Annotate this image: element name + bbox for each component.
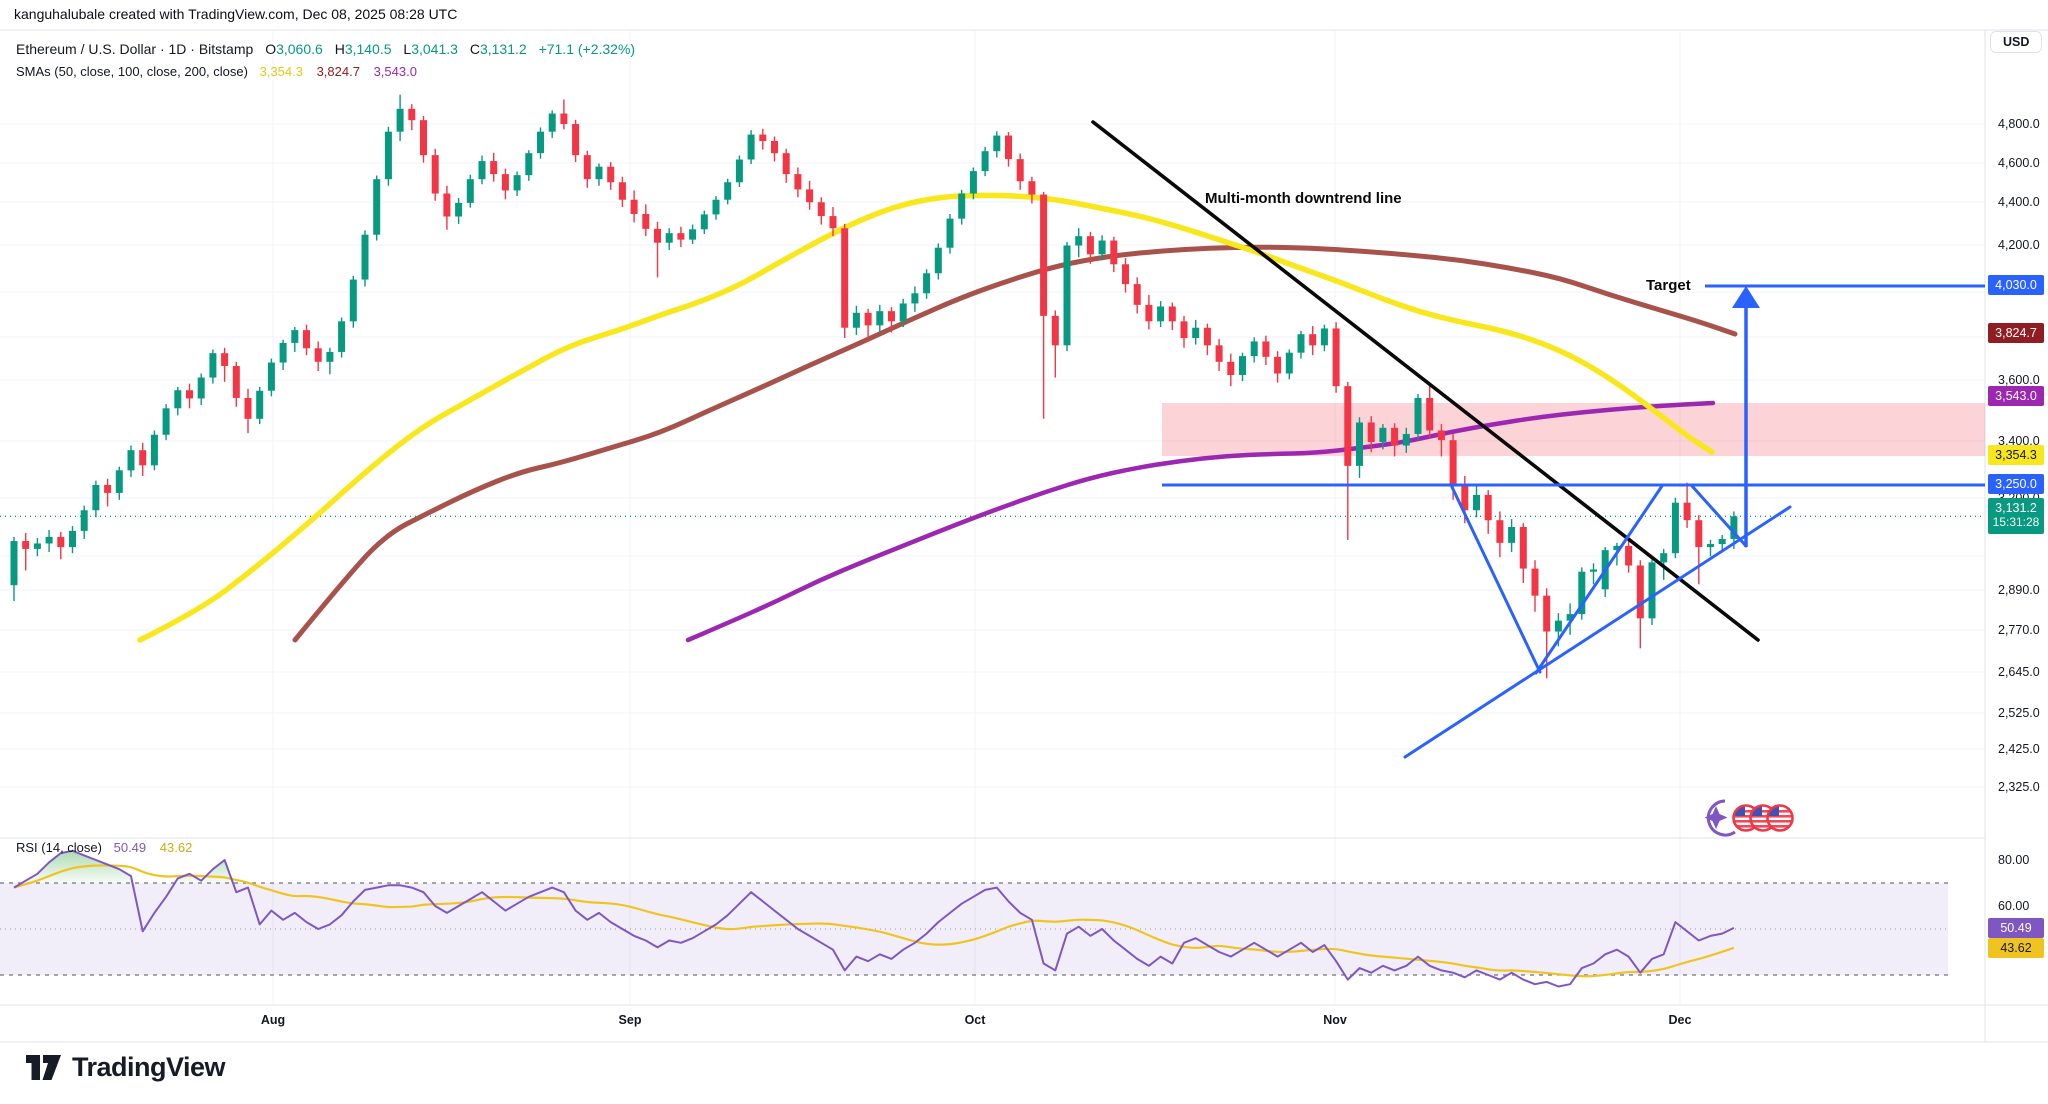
symbol-legend[interactable]: Ethereum / U.S. Dollar · 1D · Bitstamp O…: [16, 41, 635, 57]
axis-tick-label: 2,425.0: [1998, 742, 2040, 756]
sma-legend[interactable]: SMAs (50, close, 100, close, 200, close)…: [16, 64, 417, 79]
axis-tick-label: 2,770.0: [1998, 623, 2040, 637]
badge-price: 3,824.7: [1995, 326, 2037, 340]
badge-price: 3,250.0: [1995, 477, 2037, 491]
axis-tick-label: 4,400.0: [1998, 195, 2040, 209]
crescent-icon: [1706, 799, 1736, 837]
price-label-badge: 3,824.7: [1988, 323, 2044, 343]
downtrend-trendline[interactable]: [1091, 120, 1760, 642]
axis-tick-label: 3,600.0: [1998, 373, 2040, 387]
badge-price: 3,543.0: [1995, 389, 2037, 403]
sma-legend-label[interactable]: SMAs (50, close, 100, close, 200, close): [16, 64, 248, 79]
flag-stickers[interactable]: [1704, 799, 1794, 837]
price-label-badge: 43.62: [1988, 938, 2044, 958]
sma50-line[interactable]: [137, 192, 1715, 643]
sma200-line[interactable]: [685, 400, 1716, 643]
price-label-badge: 50.49: [1988, 918, 2044, 938]
badge-price: 3,354.3: [1995, 448, 2037, 462]
sma100-value: 3,824.7: [316, 64, 360, 79]
symbol-title[interactable]: Ethereum / U.S. Dollar · 1D · Bitstamp: [16, 41, 254, 57]
axis-tick-label: 2,645.0: [1998, 665, 2040, 679]
axis-tick-label: 60.00: [1998, 899, 2030, 913]
ohlc-open-key: O: [265, 41, 277, 57]
badge-price: 3,131.2: [1995, 501, 2037, 515]
month-label-dec: Dec: [1668, 1013, 1692, 1027]
ohlc-close-value: 3,131.2: [479, 41, 527, 57]
month-label-oct: Oct: [964, 1013, 986, 1027]
badge-countdown: 15:31:28: [1992, 515, 2040, 529]
axis-tick-label: 3,400.0: [1998, 434, 2040, 448]
currency-toggle-button[interactable]: USD: [1990, 31, 2043, 53]
price-label-badge: 3,354.3: [1988, 445, 2044, 465]
badge-price: 43.62: [2000, 941, 2032, 955]
axis-tick-label: 2,325.0: [1998, 780, 2040, 794]
rsi-value: 50.49: [113, 840, 147, 855]
target-label[interactable]: Target: [1646, 277, 1691, 294]
wedge_down-line[interactable]: [1450, 485, 1542, 674]
sma100-line[interactable]: [292, 244, 1738, 643]
rsi-ma-line[interactable]: [13, 864, 1735, 978]
axis-tick-label: 4,200.0: [1998, 238, 2040, 252]
month-label-sep: Sep: [618, 1013, 642, 1027]
rsi-pane[interactable]: [0, 849, 1948, 988]
price-label-badge: 4,030.0: [1988, 275, 2044, 295]
rsi-line[interactable]: [13, 849, 1735, 988]
sma50-value: 3,354.3: [259, 64, 303, 79]
axis-tick-label: 2,525.0: [1998, 706, 2040, 720]
target-arrowhead: [1732, 286, 1760, 308]
channel_up-line[interactable]: [1403, 505, 1792, 759]
rsi-legend[interactable]: RSI (14, close) 50.49 43.62: [16, 840, 192, 855]
candlesticks[interactable]: [10, 94, 1738, 679]
month-label-aug: Aug: [260, 1013, 286, 1027]
ohlc-high-value: 3,140.5: [344, 41, 392, 57]
price-label-badge: 3,543.0: [1988, 386, 2044, 406]
sma200-value: 3,543.0: [373, 64, 417, 79]
axis-tick-label: 4,800.0: [1998, 117, 2040, 131]
axis-tick-label: 80.00: [1998, 853, 2030, 867]
downtrend-line-label[interactable]: Multi-month downtrend line: [1205, 190, 1402, 207]
tradingview-logo-icon: [26, 1054, 61, 1080]
axis-tick-label: 2,890.0: [1998, 583, 2040, 597]
sparkle-icon: [1704, 806, 1728, 829]
badge-price: 4,030.0: [1995, 278, 2037, 292]
ohlc-low-key: L: [403, 41, 412, 57]
flag_down-line[interactable]: [1690, 484, 1748, 548]
axis-tick-label: 4,600.0: [1998, 156, 2040, 170]
tradingview-footer[interactable]: TradingView: [26, 1052, 226, 1083]
tradingview-brand-text: TradingView: [72, 1052, 226, 1082]
rsi-legend-label[interactable]: RSI (14, close): [16, 840, 102, 855]
rsi-ma-value: 43.62: [159, 840, 193, 855]
ohlc-high-key: H: [334, 41, 345, 57]
badge-price: 50.49: [2000, 921, 2032, 935]
price-label-badge: 3,250.0: [1988, 474, 2044, 494]
price-label-badge: 3,131.2 15:31:28: [1988, 498, 2044, 534]
ohlc-low-value: 3,041.3: [411, 41, 458, 57]
ohlc-close-key: C: [469, 41, 480, 57]
month-label-nov: Nov: [1323, 1013, 1347, 1027]
attribution-text: kanguhalubale created with TradingView.c…: [14, 6, 458, 22]
ohlc-change: +71.1 (+2.32%): [538, 41, 636, 57]
ohlc-open-value: 3,060.6: [276, 41, 323, 57]
rsi-overbought-fill: [21, 850, 233, 883]
price-pane[interactable]: [0, 94, 1985, 837]
wedge_rise-line[interactable]: [1534, 484, 1664, 675]
